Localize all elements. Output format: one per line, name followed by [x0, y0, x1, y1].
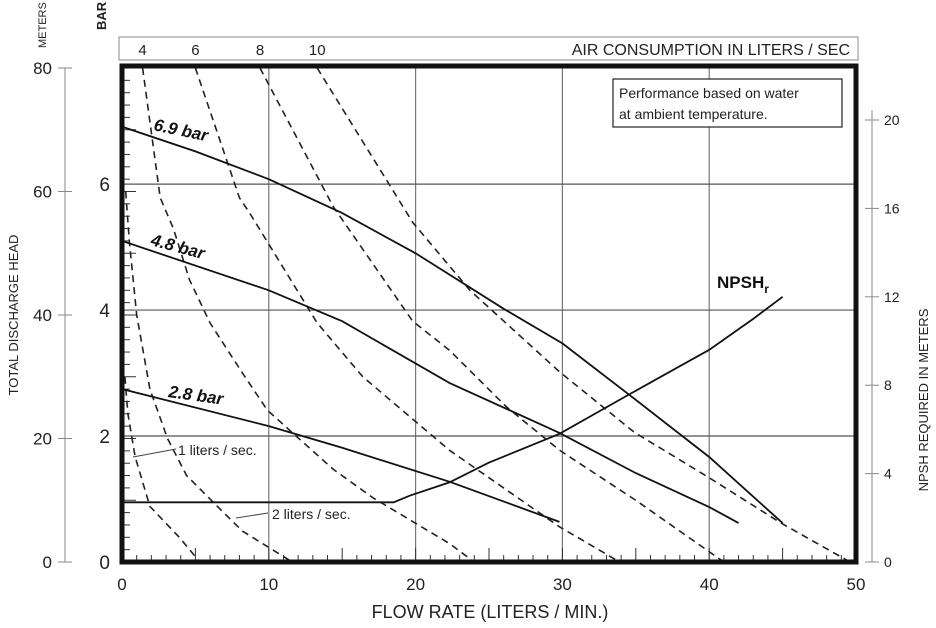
right-tick-label: 4: [884, 466, 892, 482]
plot-frame: [119, 63, 859, 565]
label-4-8-bar: 4.8 bar: [148, 230, 208, 263]
label-2-8-bar: 2.8 bar: [166, 382, 225, 409]
note-box: [612, 78, 843, 128]
air-consumption-curve: [141, 67, 475, 563]
x-tick-label: 0: [117, 575, 126, 594]
top-tick-label: 4: [138, 42, 146, 59]
air-consumption-curve: [124, 191, 293, 563]
top-tick-label: 8: [256, 42, 264, 59]
left-tick-label: 0: [43, 553, 52, 572]
bar-tick-label: 2: [99, 427, 110, 448]
x-axis-ticks: 0 10 20 30 40 50: [117, 575, 865, 594]
pressure-curve: [121, 388, 560, 523]
right-tick-label: 20: [884, 112, 900, 128]
left-axis-ticks: 0 20 40 60 80: [33, 59, 72, 572]
right-axis-ticks: 0 4 8 12 16 20: [865, 112, 900, 570]
left-tick-label: 60: [33, 183, 52, 202]
right-tick-label: 16: [884, 200, 900, 216]
top-axis-title: AIR CONSUMPTION IN LITERS / SEC: [572, 42, 850, 59]
label-1-lps: 1 liters / sec.: [178, 442, 257, 458]
x-tick-label: 40: [700, 575, 719, 594]
left-tick-label: 40: [33, 306, 52, 325]
label-2-lps: 2 liters / sec.: [272, 506, 351, 522]
top-axis-band: [118, 36, 859, 61]
air-consumption-curve: [259, 67, 725, 563]
note-line-1: Performance based on water: [619, 85, 799, 101]
right-tick-label: 0: [884, 554, 892, 570]
leader-2-lps: [235, 512, 269, 519]
top-tick-label: 10: [309, 42, 326, 59]
pressure-curve: [121, 125, 784, 524]
right-tick-label: 12: [884, 289, 900, 305]
label-npsh-subscript: r: [764, 282, 769, 296]
bar-tick-label: 4: [99, 301, 110, 322]
x-tick-label: 50: [847, 575, 866, 594]
x-tick-label: 20: [406, 575, 425, 594]
x-tick-label: 30: [553, 575, 572, 594]
x-tick-label: 10: [259, 575, 278, 594]
minor-ticks: [122, 79, 842, 562]
left-tick-label: 20: [33, 430, 52, 449]
air-consumption-curve: [124, 376, 201, 563]
label-6-9-bar: 6.9 bar: [152, 115, 211, 145]
air-consumption-curve: [194, 67, 621, 563]
top-tick-label: 6: [191, 42, 199, 59]
pressure-curve: [121, 240, 740, 524]
top-axis-ticks: 4 6 8 10: [138, 42, 325, 59]
x-axis-title: FLOW RATE (LITERS / MIN.): [372, 602, 609, 622]
air-consumption-curve: [316, 67, 851, 563]
note-line-2: at ambient temperature.: [619, 106, 768, 122]
curves: [121, 67, 851, 563]
meters-unit-label: METERS: [37, 2, 49, 48]
gridlines: [122, 66, 856, 562]
y-axis-right-title: NPSH REQUIRED IN METERS: [916, 308, 931, 491]
left-tick-label: 80: [33, 59, 52, 78]
right-tick-label: 8: [884, 377, 892, 393]
bar-unit-label: BAR: [94, 1, 109, 30]
y-axis-left-title: TOTAL DISCHARGE HEAD: [6, 235, 21, 396]
bar-axis-ticks: 0 2 4 6: [99, 175, 110, 574]
leader-1-lps: [132, 448, 177, 458]
bar-tick-label: 6: [99, 175, 110, 196]
npsh-curve: [122, 296, 784, 504]
label-npsh: NPSHr: [717, 273, 769, 296]
bar-tick-label: 0: [99, 553, 110, 574]
